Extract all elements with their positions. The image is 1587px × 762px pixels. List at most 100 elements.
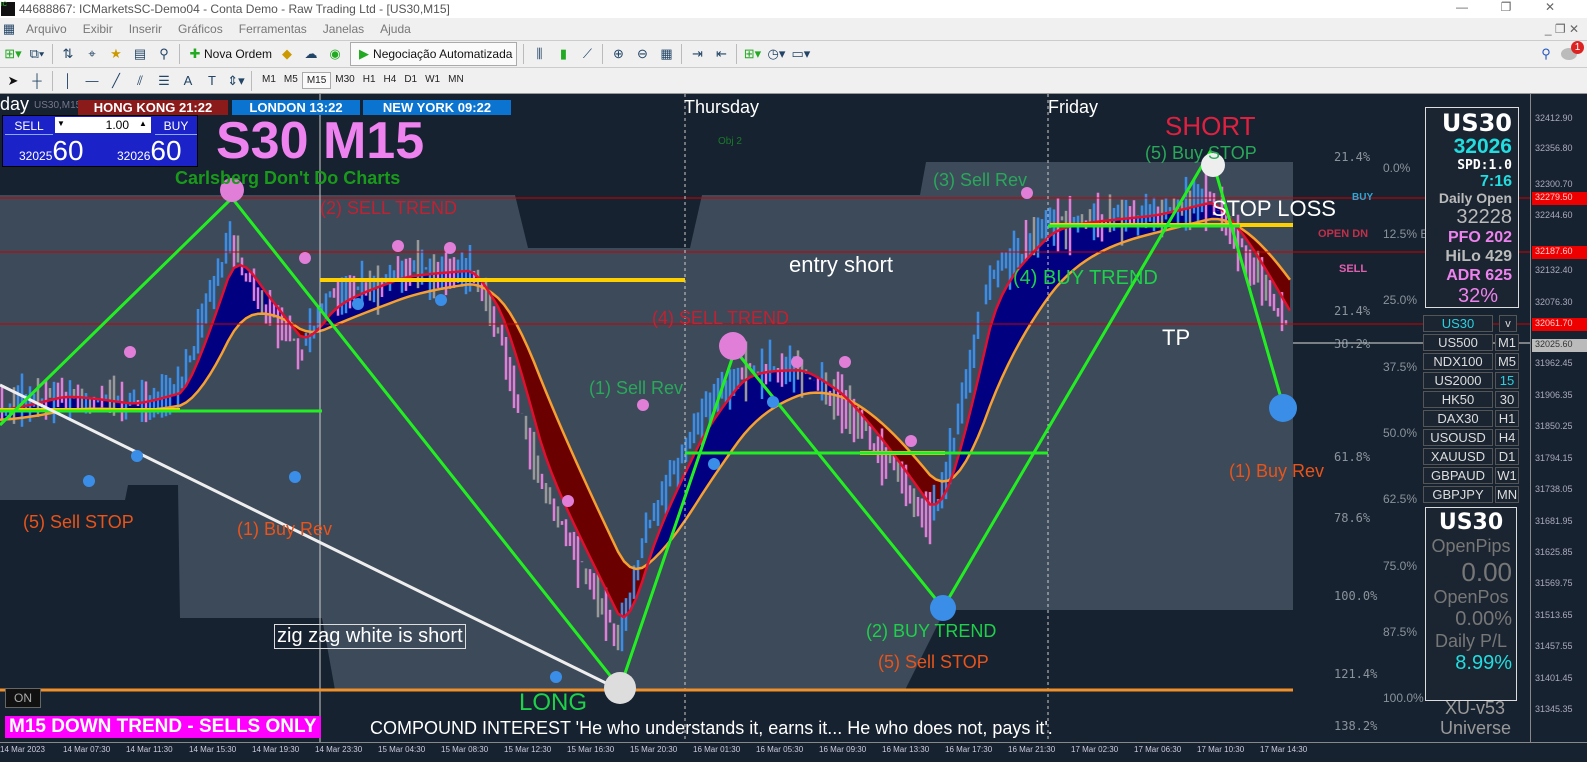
vertical-line-icon[interactable]: │ — [63, 72, 73, 88]
new-chart-icon[interactable]: ⊞▾ — [4, 46, 22, 61]
indicators-icon[interactable]: ⊞▾ — [743, 46, 762, 61]
timeframe-d1[interactable]: D1 — [404, 74, 418, 85]
price-axis[interactable]: 32412.90 32356.80 32300.70 32244.60 32132.40… — [1530, 94, 1587, 742]
timeframe-button[interactable]: H4 — [1495, 429, 1519, 446]
symbol-button-gbpjpy[interactable]: GBPJPY — [1423, 486, 1493, 503]
trend-ribbon-segment — [222, 278, 228, 354]
fibonacci-icon[interactable]: ☰ — [158, 72, 170, 88]
candlestick-icon[interactable]: ▮ — [559, 46, 568, 61]
trend-ribbon-segment — [186, 374, 192, 403]
lot-size-input[interactable]: 1.00 — [55, 117, 151, 133]
menu-arquivo[interactable]: Arquivo — [26, 22, 67, 36]
zoom-in-icon[interactable]: ⊕ — [613, 46, 624, 61]
version-label: XU-v53 — [1444, 698, 1506, 718]
symbol-button-ndx100[interactable]: NDX100 — [1423, 353, 1493, 370]
timeframe-m30[interactable]: M30 — [335, 74, 355, 85]
periods-icon[interactable]: ◷▾ — [767, 46, 786, 61]
menu-inserir[interactable]: Inserir — [128, 22, 163, 36]
trend-ribbon-segment — [1086, 222, 1092, 261]
strategy-tester-icon[interactable]: ⚲ — [159, 46, 169, 61]
timeframe-h1[interactable]: H1 — [362, 74, 376, 85]
zoom-out-icon[interactable]: ⊖ — [637, 46, 648, 61]
messages-icon[interactable]: 1 — [1561, 41, 1584, 60]
info-adr: ADR 625 — [1446, 267, 1512, 284]
timeframe-m15[interactable]: M15 — [301, 72, 332, 89]
timeframe-button[interactable]: M5 — [1495, 353, 1519, 370]
buy-button[interactable]: BUY — [155, 117, 197, 135]
autoscroll-icon[interactable]: ⇥ — [692, 46, 703, 61]
close-button[interactable]: ✕ — [1544, 0, 1556, 14]
timeframe-button[interactable]: MN — [1495, 486, 1519, 503]
timeframe-h4[interactable]: H4 — [383, 74, 397, 85]
symbol-button-dax30[interactable]: DAX30 — [1423, 410, 1493, 427]
symbol-dropdown-button[interactable]: v — [1499, 315, 1517, 332]
minimize-button[interactable]: — — [1456, 0, 1468, 14]
signal-dot — [131, 450, 143, 462]
lot-decrease-icon[interactable]: ▼ — [57, 119, 65, 128]
timeframe-button[interactable]: H1 — [1495, 410, 1519, 427]
timeframe-button[interactable]: 15 — [1495, 372, 1519, 389]
symbol-button-xauusd[interactable]: XAUUSD — [1423, 448, 1493, 465]
auto-trading-button[interactable]: ▶ Negociação Automatizada — [350, 42, 518, 66]
sell-price-button[interactable]: 3202560 — [5, 136, 101, 166]
timeframe-m5[interactable]: M5 — [283, 74, 298, 85]
timeframe-button[interactable]: M1 — [1495, 334, 1519, 351]
trend-ribbon-segment — [228, 267, 234, 342]
symbol-button-usousd[interactable]: USOUSD — [1423, 429, 1493, 446]
new-order-button[interactable]: ✚ Nova Ordem — [186, 45, 272, 63]
symbol-selector[interactable]: US30 — [1423, 315, 1493, 332]
timeframe-button[interactable]: D1 — [1495, 448, 1519, 465]
new-order-icon: ✚ — [189, 46, 201, 61]
templates-icon[interactable]: ▭▾ — [791, 46, 811, 61]
menu-ferramentas[interactable]: Ferramentas — [238, 22, 307, 36]
cursor-icon[interactable]: ➤ — [7, 72, 19, 88]
timeframe-m1[interactable]: M1 — [262, 74, 276, 85]
on-toggle[interactable]: ON — [5, 688, 41, 708]
symbol-button-gbpaud[interactable]: GBPAUD — [1423, 467, 1493, 484]
text-icon[interactable]: A — [183, 72, 193, 88]
menu-ajuda[interactable]: Ajuda — [380, 22, 411, 36]
lot-increase-icon[interactable]: ▲ — [139, 119, 147, 128]
metaeditor-icon[interactable]: ◆ — [282, 46, 293, 61]
timeframe-button[interactable]: 30 — [1495, 391, 1519, 408]
crosshair-data-icon[interactable]: ⌖ — [88, 46, 96, 61]
menu-graficos[interactable]: Gráficos — [178, 22, 223, 36]
buy-price-button[interactable]: 3202660 — [103, 136, 197, 166]
symbol-button-us2000[interactable]: US2000 — [1423, 372, 1493, 389]
symbol-button-hk50[interactable]: HK50 — [1423, 391, 1493, 408]
navigator-icon[interactable]: ★ — [110, 46, 122, 61]
price-axis-label: 32300.70 — [1535, 179, 1573, 189]
line-chart-icon[interactable]: ⟋ — [582, 46, 593, 61]
profiles-icon[interactable]: ⧉▾ — [29, 46, 45, 61]
restore-button[interactable]: ❐ — [1500, 0, 1512, 14]
search-icon[interactable]: ⚲ — [1541, 46, 1551, 61]
timeframe-mn[interactable]: MN — [448, 74, 464, 85]
timeframe-button[interactable]: W1 — [1495, 467, 1519, 484]
annotation-obj2: Obj 2 — [718, 136, 742, 147]
bar-chart-icon[interactable]: ⫼ — [536, 46, 543, 61]
info-daily-open: 32228 — [1456, 206, 1512, 228]
chart-shift-icon[interactable]: ⇤ — [716, 46, 727, 61]
crosshair-icon[interactable]: ┼ — [32, 72, 42, 88]
symbol-button-us500[interactable]: US500 — [1423, 334, 1493, 351]
signals-icon[interactable]: ◉ — [329, 46, 341, 61]
text-label-icon[interactable]: T — [208, 72, 216, 88]
price-tag: 32187.60 — [1532, 246, 1587, 259]
market-watch-icon[interactable]: ⇅ — [62, 46, 74, 61]
price-chart[interactable]: US30,M15 day HONG KONG 21:22 LONDON 13:2… — [0, 94, 1530, 742]
menu-exibir[interactable]: Exibir — [82, 22, 113, 36]
arrows-icon[interactable]: ⇕▾ — [227, 72, 245, 88]
trendline-icon[interactable]: ╱ — [112, 72, 120, 88]
cloud-icon[interactable]: ☁ — [304, 46, 318, 61]
sell-button[interactable]: SELL — [5, 117, 53, 135]
horizontal-line-icon[interactable]: — — [85, 72, 99, 88]
time-axis[interactable]: 14 Mar 2023 14 Mar 07:30 14 Mar 11:30 14 Ma… — [0, 742, 1587, 762]
trend-ribbon-segment — [516, 323, 522, 376]
time-axis-label: 16 Mar 05:30 — [756, 745, 804, 754]
menu-janelas[interactable]: Janelas — [322, 22, 365, 36]
tile-windows-icon[interactable]: ▦ — [660, 46, 673, 61]
timeframe-w1[interactable]: W1 — [425, 74, 441, 85]
child-window-controls[interactable]: _ ❐ ✕ — [1544, 22, 1579, 36]
equidistant-channel-icon[interactable]: ⫽ — [137, 72, 143, 88]
terminal-icon[interactable]: ▤ — [133, 46, 147, 61]
